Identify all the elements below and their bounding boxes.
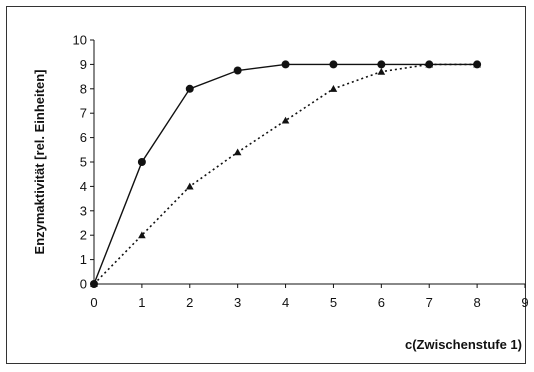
data-point: [473, 60, 481, 68]
data-point: [281, 60, 290, 69]
y-tick-label: 9: [80, 57, 87, 72]
axes: [93, 40, 525, 285]
y-tick-label: 6: [80, 130, 87, 145]
data-point: [425, 60, 434, 68]
x-tick-label: 0: [90, 295, 97, 310]
data-point: [137, 158, 146, 166]
y-tick-label: 0: [80, 277, 87, 292]
data-point: [185, 182, 194, 190]
data-point: [329, 60, 338, 69]
data-point: [185, 84, 194, 93]
series-2-line: [93, 63, 478, 285]
y-axis-ticks: 0 1 2 3 4 5 6 7 8 9 10: [73, 33, 94, 292]
y-tick-label: 5: [80, 155, 87, 170]
x-tick-label: 4: [282, 295, 289, 310]
x-axis-ticks: 0 1 2 3 4 5 6 7 8 9: [90, 284, 529, 310]
x-tick-label: 9: [521, 295, 528, 310]
y-tick-label: 7: [80, 106, 87, 121]
data-point: [377, 67, 386, 75]
x-tick-label: 2: [186, 295, 193, 310]
chart-frame: [6, 6, 526, 364]
series-1-line: [93, 63, 478, 285]
data-point: [233, 148, 242, 156]
data-point: [90, 280, 98, 288]
x-tick-label: 5: [330, 295, 337, 310]
y-tick-label: 4: [80, 179, 87, 194]
data-point: [377, 60, 386, 69]
x-tick-label: 1: [138, 295, 145, 310]
x-axis-title: c(Zwischenstufe 1): [405, 337, 522, 352]
y-tick-label: 3: [80, 203, 87, 218]
y-tick-label: 10: [73, 33, 87, 48]
data-point: [138, 231, 146, 239]
y-tick-label: 2: [80, 228, 87, 243]
series-group: [90, 60, 482, 288]
series-2: [90, 60, 481, 288]
x-tick-label: 6: [378, 295, 385, 310]
data-point: [281, 116, 290, 124]
data-point: [329, 85, 338, 92]
series-1: [90, 60, 482, 288]
x-tick-label: 3: [234, 295, 241, 310]
x-tick-label: 8: [473, 295, 480, 310]
data-point: [233, 66, 242, 75]
x-tick-label: 7: [426, 295, 433, 310]
y-axis-title: Enzymaktivität [rel. Einheiten]: [32, 70, 47, 255]
y-tick-label: 1: [80, 252, 87, 267]
y-tick-label: 8: [80, 81, 87, 96]
